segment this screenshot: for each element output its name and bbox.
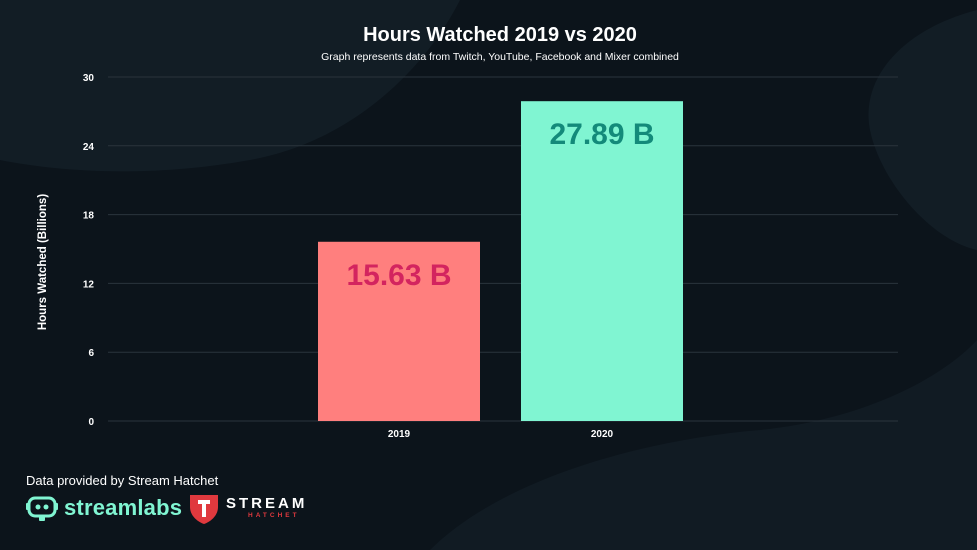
- grid-lines: [108, 76, 898, 422]
- hatchet-wordmark-bottom: HATCHET: [248, 512, 300, 520]
- y-tick-label: 18: [83, 211, 95, 222]
- y-axis-label: Hours Watched (Billions): [37, 194, 49, 330]
- bg-wave-top-left: [0, 0, 460, 172]
- hatchet-wordmark-top: STREAM: [226, 495, 308, 513]
- x-tick-label: 2020: [591, 429, 614, 440]
- y-tick-label: 24: [83, 142, 95, 153]
- hatchet-shield-icon: [190, 495, 218, 524]
- bar-2020: [521, 101, 683, 421]
- data-label-2019: 15.63 B: [346, 259, 451, 292]
- data-labels: 15.63 B 27.89 B: [346, 118, 654, 292]
- y-tick-label: 30: [83, 73, 95, 84]
- bars: [318, 101, 683, 421]
- stream-hatchet-logo: STREAM HATCHET: [188, 491, 307, 525]
- streamlabs-robot-icon: [26, 496, 58, 521]
- data-credit: Data provided by Stream Hatchet: [26, 473, 219, 488]
- streamlabs-wordmark: streamlabs: [64, 495, 183, 520]
- data-label-2020: 27.89 B: [549, 118, 654, 151]
- streamlabs-logo: streamlabs: [26, 494, 182, 522]
- chart-subtitle: Graph represents data from Twitch, YouTu…: [321, 51, 679, 63]
- y-tick-label: 6: [88, 348, 94, 359]
- x-tick-labels: 2019 2020: [388, 429, 614, 440]
- bg-wave-right: [868, 10, 977, 250]
- hatchet-wordmark: STREAM HATCHET: [226, 496, 307, 520]
- bar-2019: [318, 241, 480, 421]
- y-tick-label: 0: [88, 417, 94, 428]
- bg-wave-bottom: [430, 340, 977, 550]
- x-tick-label: 2019: [388, 429, 411, 440]
- chart-title: Hours Watched 2019 vs 2020: [363, 24, 637, 46]
- y-tick-label: 12: [83, 279, 95, 290]
- y-tick-labels: 0 6 12 18 24 30: [83, 73, 95, 428]
